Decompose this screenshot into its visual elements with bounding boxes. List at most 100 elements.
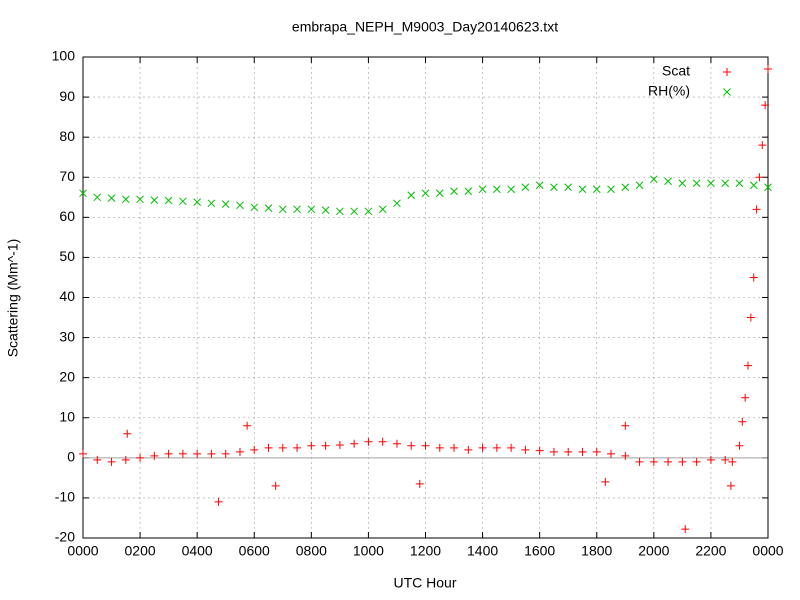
data-point (250, 445, 259, 454)
data-point (221, 449, 230, 458)
y-tick-label: 0 (67, 449, 75, 465)
x-tick-label: 1400 (467, 543, 498, 559)
data-point (207, 449, 216, 458)
y-tick-label: 20 (59, 368, 75, 384)
data-point (464, 445, 473, 454)
y-axis-label: Scattering (Mm^-1) (5, 239, 21, 358)
data-point (550, 183, 558, 192)
data-point (721, 179, 730, 188)
plot-border (82, 56, 769, 539)
data-point (741, 393, 750, 402)
data-point (607, 185, 615, 194)
data-point (493, 185, 501, 194)
data-point (621, 421, 630, 430)
data-point (738, 417, 747, 426)
data-point (364, 207, 373, 216)
data-point (592, 185, 601, 194)
data-point (478, 443, 487, 452)
data-point (93, 455, 102, 464)
data-point (464, 187, 473, 196)
data-point (123, 429, 132, 438)
data-point (79, 189, 87, 198)
data-point (746, 313, 755, 322)
data-point (761, 101, 770, 110)
data-point (692, 457, 701, 466)
data-point (278, 443, 287, 452)
data-point (564, 183, 573, 192)
data-point (164, 196, 173, 205)
data-point (407, 441, 416, 450)
data-point (179, 197, 187, 206)
data-point (649, 175, 658, 184)
data-point (535, 181, 544, 190)
data-point (178, 449, 187, 458)
x-tick-label: 2200 (695, 543, 726, 559)
data-point (450, 187, 458, 196)
data-point (728, 457, 737, 466)
y-tick-label: -10 (55, 489, 75, 505)
data-point (107, 194, 116, 202)
data-point (592, 447, 601, 456)
data-point (250, 203, 259, 212)
x-tick-label: 0000 (67, 543, 98, 559)
data-point (607, 449, 616, 458)
data-point (492, 443, 501, 452)
y-tick-label: 90 (59, 88, 75, 104)
y-tick-label: -20 (55, 529, 75, 545)
data-point (335, 441, 344, 450)
data-point (664, 457, 673, 466)
data-point (264, 204, 273, 212)
data-point (121, 195, 130, 204)
data-point (136, 195, 144, 204)
data-point (678, 457, 687, 466)
y-tick-label: 60 (59, 208, 75, 224)
data-point (635, 181, 644, 190)
data-point (336, 207, 344, 216)
data-point (271, 481, 280, 490)
data-point (243, 421, 252, 430)
data-point (578, 185, 587, 194)
data-point (221, 200, 230, 208)
y-tick-label: 10 (59, 408, 75, 424)
data-point (707, 179, 715, 188)
data-point (635, 457, 644, 466)
x-axis-label: UTC Hour (393, 575, 456, 591)
x-tick-label: 0000 (752, 543, 783, 559)
data-point (749, 181, 758, 190)
data-point (649, 457, 658, 466)
data-point (235, 447, 244, 456)
data-point (293, 205, 301, 214)
data-point (706, 455, 715, 464)
data-point (721, 455, 730, 464)
data-point (307, 441, 316, 450)
data-point (681, 525, 690, 534)
data-point (755, 173, 764, 182)
data-point (392, 439, 401, 448)
data-point (150, 196, 159, 204)
data-point (79, 449, 87, 458)
x-tick-label: 1600 (524, 543, 555, 559)
y-tick-label: 30 (59, 328, 75, 344)
data-point (150, 451, 159, 460)
data-point (507, 443, 516, 452)
data-point (350, 207, 358, 216)
data-point (121, 455, 130, 464)
data-point (621, 183, 630, 192)
data-point (450, 443, 459, 452)
data-point (535, 446, 544, 455)
data-point (364, 437, 373, 446)
data-point (278, 205, 287, 214)
data-point (664, 177, 672, 186)
y-tick-label: 50 (59, 248, 75, 264)
data-point (601, 477, 610, 486)
data-point (507, 185, 515, 194)
x-tick-label: 1800 (581, 543, 612, 559)
data-point (93, 193, 102, 202)
data-point (564, 447, 573, 456)
data-point (207, 199, 216, 208)
data-point (764, 183, 772, 192)
data-point (164, 449, 173, 458)
data-point (621, 451, 630, 460)
data-point (393, 199, 401, 208)
data-point (415, 479, 424, 488)
